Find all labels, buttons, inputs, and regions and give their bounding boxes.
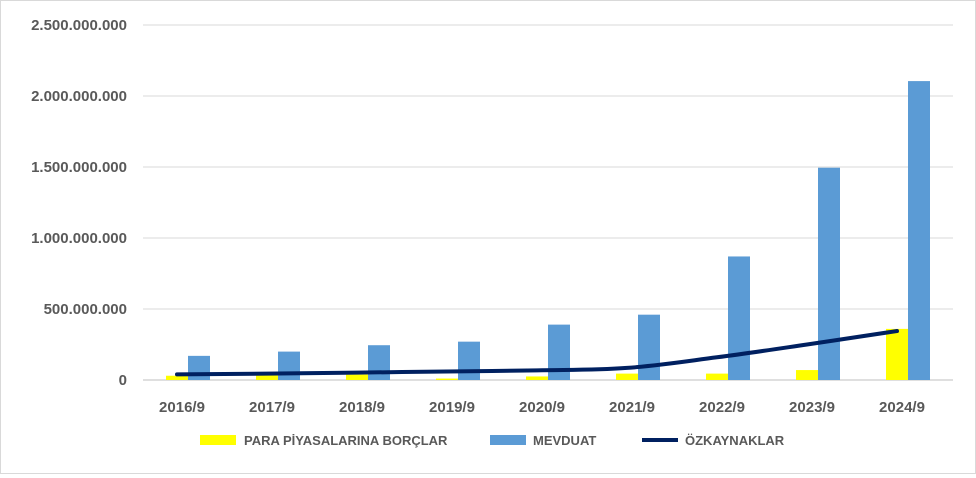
legend-item-mevduat: MEVDUAT (490, 433, 596, 448)
y-tick-label: 2.000.000.000 (31, 88, 127, 105)
bar-para-piyasalarina-borclar (436, 378, 458, 380)
bar-para-piyasalarina-borclar (166, 375, 188, 380)
bar-para-piyasalarina-borclar (526, 376, 548, 380)
bar-mevduat (458, 341, 480, 380)
x-tick-label: 2022/9 (699, 399, 745, 416)
x-tick-label: 2024/9 (879, 399, 925, 416)
x-tick-label: 2023/9 (789, 399, 835, 416)
legend-item-para-piyasalarina-borclar: PARA PİYASALARINA BORÇLAR (200, 433, 448, 448)
line-ozkaynaklar (175, 329, 899, 377)
bar-mevduat (188, 355, 210, 380)
x-tick-label: 2016/9 (159, 399, 205, 416)
bar-para-piyasalarina-borclar (706, 373, 728, 380)
legend-label: PARA PİYASALARINA BORÇLAR (244, 433, 448, 448)
bar-mevduat (368, 345, 390, 380)
bar-para-piyasalarina-borclar (886, 328, 908, 380)
legend-swatch (490, 435, 526, 445)
x-tick-label: 2020/9 (519, 399, 565, 416)
bar-mevduat (728, 256, 750, 380)
bar-para-piyasalarina-borclar (796, 370, 818, 380)
y-tick-label: 500.000.000 (44, 301, 127, 318)
bars (166, 81, 930, 380)
bar-mevduat (548, 324, 570, 380)
bar-para-piyasalarina-borclar (616, 373, 638, 380)
y-tick-label: 1.000.000.000 (31, 230, 127, 247)
x-tick-label: 2017/9 (249, 399, 295, 416)
bar-mevduat (638, 314, 660, 380)
y-tick-label: 0 (119, 372, 127, 389)
y-axis-tick-labels: 0 500.000.000 1.000.000.000 1.500.000.000 2.… (31, 17, 127, 389)
x-axis-tick-labels: 2016/9 2017/9 2018/9 2019/9 2020/9 2021/9 2022… (159, 399, 925, 416)
bar-para-piyasalarina-borclar (346, 374, 368, 380)
y-tick-label: 2.500.000.000 (31, 17, 127, 34)
x-tick-label: 2019/9 (429, 399, 475, 416)
legend-label: ÖZKAYNAKLAR (685, 433, 785, 448)
bar-mevduat (278, 351, 300, 380)
x-tick-label: 2018/9 (339, 399, 385, 416)
line-series (175, 329, 899, 377)
legend-swatch (200, 435, 236, 445)
legend: PARA PİYASALARINA BORÇLAR MEVDUAT ÖZKAYNAK… (200, 433, 785, 448)
bar-mevduat (818, 167, 840, 380)
legend-label: MEVDUAT (533, 433, 596, 448)
bar-para-piyasalarina-borclar (256, 375, 278, 380)
legend-item-ozkaynaklar: ÖZKAYNAKLAR (642, 433, 785, 448)
bar-mevduat (908, 81, 930, 380)
x-tick-label: 2021/9 (609, 399, 655, 416)
y-tick-label: 1.500.000.000 (31, 159, 127, 176)
